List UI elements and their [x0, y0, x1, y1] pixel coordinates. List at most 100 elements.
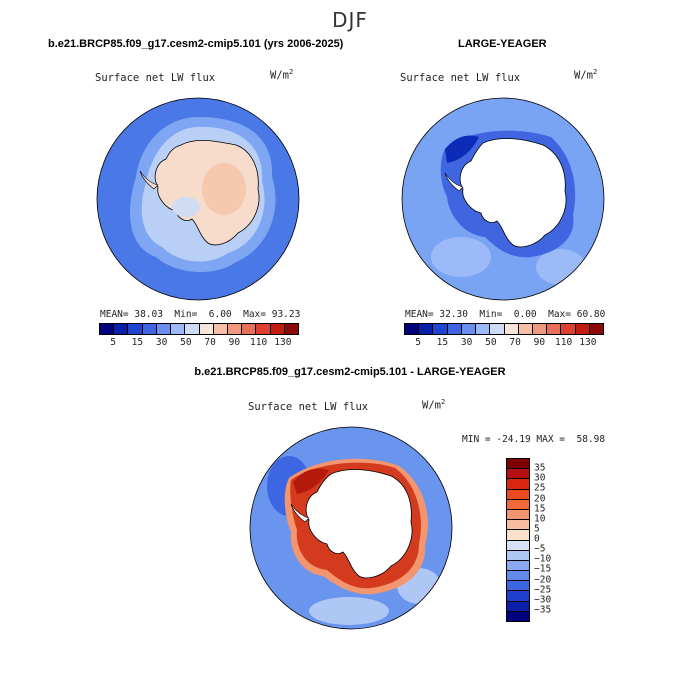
colorbar-tick-label: −30: [534, 594, 552, 606]
colorbar-swatch: [128, 324, 143, 334]
colorbar-swatch: [227, 324, 243, 334]
panel-1-stats: MEAN= 38.03 Min= 6.00 Max= 93.23: [100, 309, 301, 320]
colorbar-tick-label: 35: [534, 462, 546, 474]
colorbar-swatch: [507, 540, 529, 551]
colorbar-swatch: [476, 324, 491, 334]
panel-2-antarctica: [459, 138, 567, 248]
panel-1-cool-patch: [172, 197, 200, 217]
colorbar-swatch: [507, 601, 529, 612]
colorbar-swatch: [589, 324, 604, 334]
colorbar-swatch: [507, 509, 529, 521]
colorbar-swatch: [142, 324, 157, 334]
colorbar-tick-label: 30: [534, 472, 546, 484]
colorbar-swatch: [507, 591, 529, 602]
colorbar-tick-label: 30: [460, 337, 473, 348]
colorbar-swatch: [185, 324, 200, 334]
colorbar-swatch: [199, 324, 214, 334]
panel-3-field-label: Surface net LW flux: [248, 401, 369, 413]
colorbar-tick-label: 90: [533, 337, 546, 348]
colorbar-tick-label: 15: [131, 337, 144, 348]
panel-1-units: W/m2: [270, 68, 294, 82]
panel-1-title: b.e21.BRCP85.f09_g17.cesm2-cmip5.101 (yr…: [48, 38, 344, 50]
colorbar-swatch: [507, 571, 529, 582]
colorbar-swatch: [270, 324, 285, 334]
panel-1-colorbar-labels: 5 15 30 50 70 90 110 130: [99, 337, 297, 349]
panel-2-map: [401, 97, 605, 301]
panel-1-peninsula: [139, 170, 159, 190]
colorbar-swatch: [213, 324, 228, 334]
colorbar-tick-label: −35: [534, 604, 552, 616]
panel-2-title: LARGE-YEAGER: [458, 38, 547, 50]
colorbar-tick-label: −25: [534, 584, 552, 596]
colorbar-swatch: [507, 581, 529, 592]
colorbar-swatch: [156, 324, 172, 334]
colorbar-tick-label: 110: [555, 337, 573, 348]
colorbar-swatch: [284, 324, 299, 334]
colorbar-tick-label: −20: [534, 574, 552, 585]
colorbar-swatch: [419, 324, 434, 334]
colorbar-swatch: [507, 499, 529, 510]
colorbar-tick-label: 30: [155, 337, 168, 348]
panel-3-stats: MIN = -24.19 MAX = 58.98: [462, 434, 606, 445]
colorbar-tick-label: −15: [534, 563, 552, 575]
colorbar-swatch: [504, 324, 519, 334]
colorbar-swatch: [447, 324, 462, 334]
colorbar-swatch: [561, 324, 576, 334]
colorbar-swatch: [532, 324, 548, 334]
colorbar-tick-label: 70: [509, 337, 521, 348]
colorbar-tick-label: 130: [274, 337, 292, 348]
panel-3-colorbar-labels: 35 30 25 20 15 10 5 0 −5 −10 −15 −20 −25 −30 −35: [534, 458, 574, 620]
colorbar-tick-label: 5: [415, 337, 422, 348]
colorbar-swatch: [507, 520, 529, 531]
panel-1-colorbar: [99, 323, 299, 335]
colorbar-swatch: [490, 324, 505, 334]
colorbar-swatch: [507, 489, 529, 500]
panel-2-colorbar: [404, 323, 604, 335]
colorbar-swatch: [507, 611, 529, 621]
colorbar-tick-label: 70: [204, 337, 216, 348]
panel-1-map: [96, 97, 300, 301]
colorbar-tick-label: −5: [534, 543, 546, 555]
colorbar-tick-label: 10: [534, 513, 546, 525]
colorbar-swatch: [547, 324, 562, 334]
colorbar-swatch: [575, 324, 590, 334]
colorbar-tick-label: 130: [579, 337, 597, 348]
colorbar-swatch: [405, 324, 420, 334]
panel-3-units: W/m2: [422, 398, 446, 412]
page-title: DJF: [332, 8, 368, 32]
panel-2-stats: MEAN= 32.30 Min= 0.00 Max= 60.80: [405, 309, 606, 320]
colorbar-tick-label: 5: [110, 337, 117, 348]
colorbar-swatch: [518, 324, 533, 334]
colorbar-tick-label: 50: [180, 337, 192, 348]
colorbar-swatch: [507, 469, 529, 480]
colorbar-swatch: [171, 324, 186, 334]
colorbar-tick-label: 15: [534, 503, 546, 515]
colorbar-tick-label: 20: [534, 493, 546, 504]
panel-3-antarctica: [305, 469, 413, 579]
colorbar-swatch: [256, 324, 271, 334]
colorbar-tick-label: 0: [534, 533, 540, 545]
panel-1-field-label: Surface net LW flux: [95, 72, 216, 84]
panel-1-warm-patch: [202, 163, 246, 215]
colorbar-swatch: [507, 459, 529, 470]
panel-3-map: [249, 426, 453, 630]
colorbar-tick-label: 15: [436, 337, 449, 348]
colorbar-swatch: [100, 324, 115, 334]
colorbar-tick-label: 110: [250, 337, 268, 348]
panel-2-field-label: Surface net LW flux: [400, 72, 521, 84]
colorbar-swatch: [114, 324, 129, 334]
colorbar-swatch: [507, 479, 529, 490]
colorbar-tick-label: −10: [534, 553, 552, 565]
colorbar-swatch: [507, 530, 529, 541]
colorbar-tick-label: 90: [228, 337, 241, 348]
colorbar-tick-label: 5: [534, 523, 540, 535]
panel-2-colorbar-labels: 5 15 30 50 70 90 110 130: [404, 337, 602, 349]
panel-3-colorbar: [506, 458, 530, 622]
colorbar-swatch: [433, 324, 448, 334]
colorbar-swatch: [242, 324, 257, 334]
colorbar-swatch: [507, 550, 529, 561]
panel-2-units: W/m2: [574, 68, 598, 82]
colorbar-tick-label: 25: [534, 482, 546, 494]
panel-3-title: b.e21.BRCP85.f09_g17.cesm2-cmip5.101 - L…: [194, 366, 506, 378]
colorbar-tick-label: 50: [485, 337, 497, 348]
